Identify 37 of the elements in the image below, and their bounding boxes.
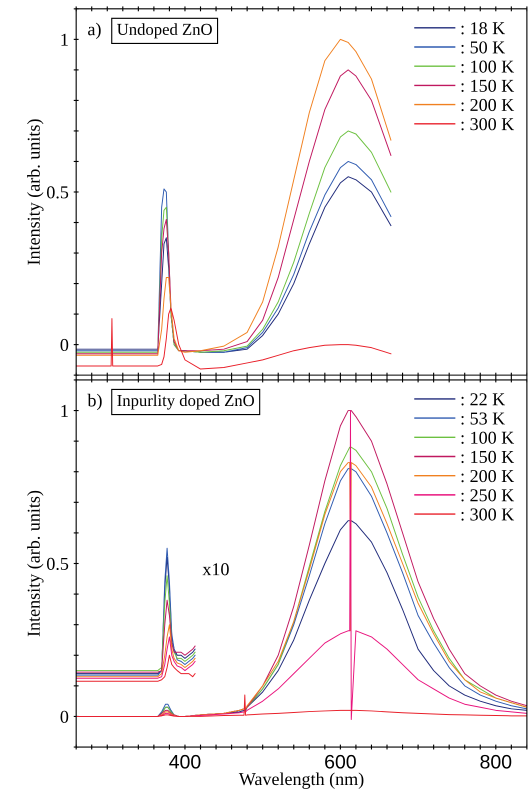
x-tick-label: 800 <box>480 754 512 769</box>
legend-label: : 200 K <box>462 470 514 482</box>
legend-label: : 22 K <box>462 393 506 406</box>
y-tick-label: 1 <box>61 404 68 417</box>
line-series <box>76 600 196 673</box>
line-series <box>76 636 196 679</box>
y-axis-title: Intensity (arb. units) <box>27 490 44 636</box>
y-tick-label: 0 <box>60 710 68 723</box>
annotation: a) <box>88 22 101 40</box>
y-tick-label: 1 <box>61 34 68 46</box>
line-series <box>76 694 527 717</box>
x-tick-label: 600 <box>325 754 356 769</box>
legend-label: : 100 K <box>462 60 514 73</box>
line-series <box>76 654 196 682</box>
text: Inpurlity doped ZnO <box>117 394 254 410</box>
legend-label: : 300 K <box>462 508 514 521</box>
y-tick-label: 0 <box>60 338 68 352</box>
y-tick-label: 0.5 <box>47 558 68 570</box>
line-series <box>76 624 196 678</box>
annotation: b) <box>87 394 102 410</box>
legend-label: : 300 K <box>462 118 514 130</box>
legend-label: : 250 K <box>462 489 514 502</box>
legend-label: : 50 K <box>462 41 506 54</box>
legend-label: : 18 K <box>462 22 506 34</box>
annotation: x10 <box>202 563 229 576</box>
legend-label: : 150 K <box>462 450 514 464</box>
line-series <box>76 307 392 370</box>
legend-label: : 150 K <box>462 80 514 92</box>
y-axis-title: Intensity (arb. units) <box>27 119 44 265</box>
legend-label: : 53 K <box>462 412 506 425</box>
y-tick-label: 0.5 <box>47 186 68 199</box>
text: Undoped ZnO <box>117 23 212 38</box>
legend-label: : 200 K <box>462 98 514 112</box>
x-tick-label: 400 <box>169 754 200 769</box>
line-series <box>76 575 196 672</box>
legend-label: : 100 K <box>462 432 514 444</box>
x-axis-title: Wavelength (nm) <box>238 772 364 789</box>
